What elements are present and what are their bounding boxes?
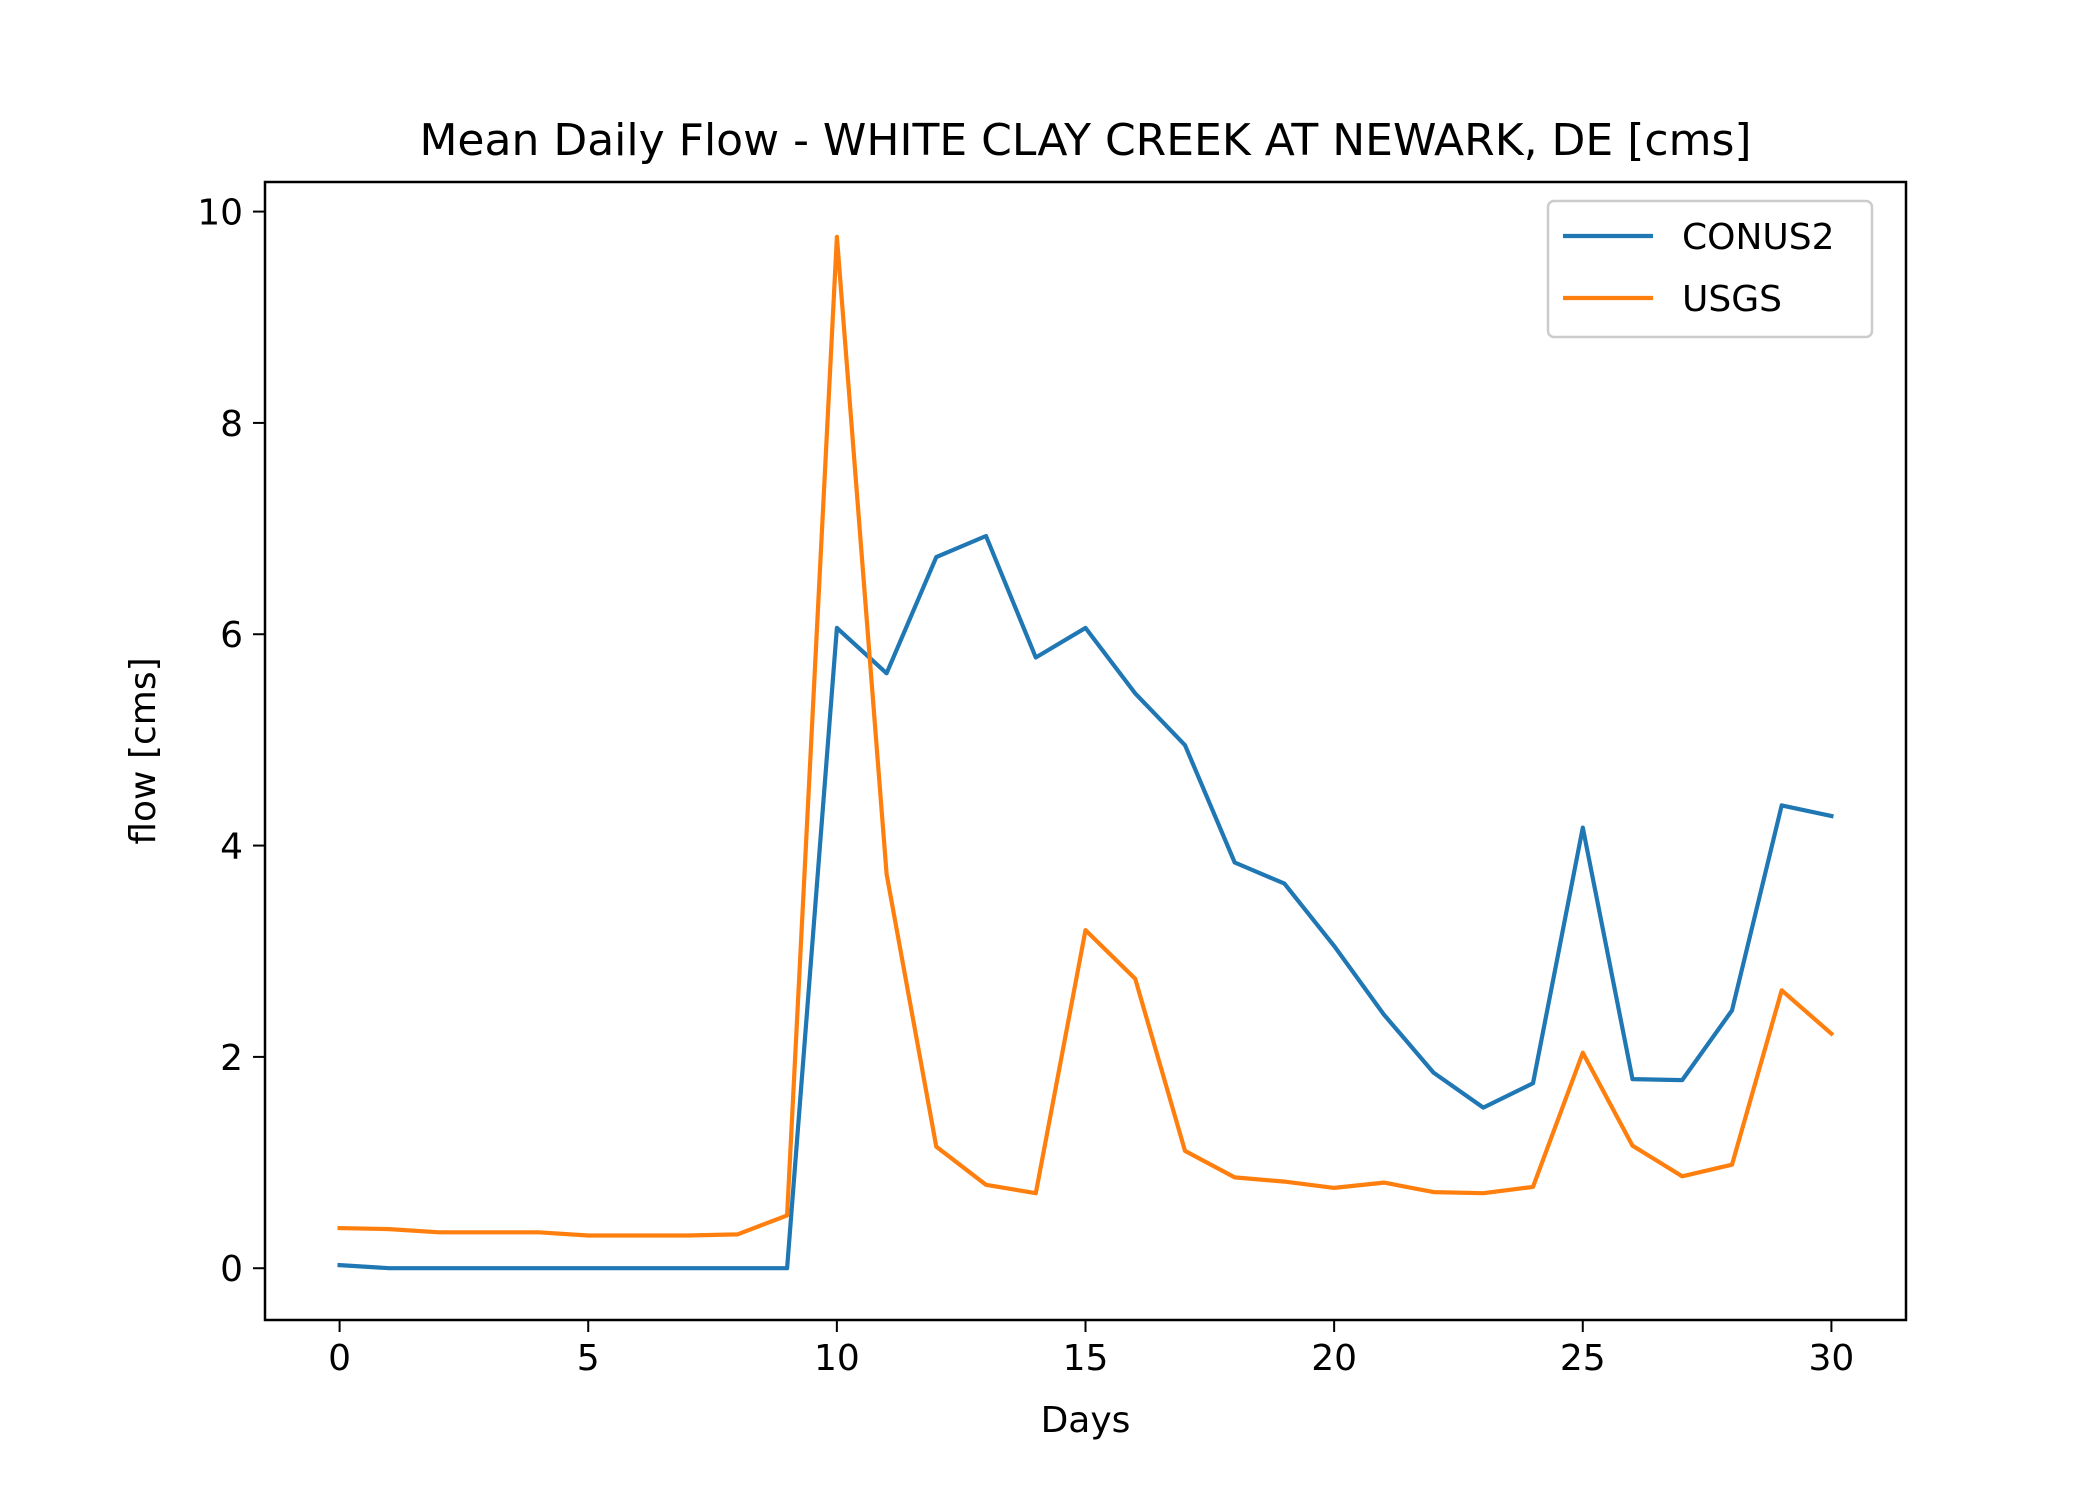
x-axis: 0 5 10 15 20 25 30 bbox=[328, 1320, 1854, 1379]
y-tick-label: 8 bbox=[220, 404, 243, 445]
series-line-conus2 bbox=[337, 533, 1834, 1271]
y-tick-label: 0 bbox=[220, 1249, 243, 1290]
legend: CONUS2 USGS bbox=[1546, 199, 1874, 339]
y-tick-label: 4 bbox=[220, 827, 243, 868]
x-axis-label: Days bbox=[1041, 1400, 1131, 1441]
chart-title: Mean Daily Flow - WHITE CLAY CREEK AT NE… bbox=[419, 115, 1751, 166]
x-tick-label: 5 bbox=[577, 1338, 600, 1379]
x-tick-label: 30 bbox=[1809, 1338, 1855, 1379]
x-tick-label: 15 bbox=[1063, 1338, 1109, 1379]
x-tick-label: 25 bbox=[1560, 1338, 1606, 1379]
legend-label-conus2: CONUS2 bbox=[1682, 217, 1835, 258]
y-tick-label: 10 bbox=[197, 193, 243, 234]
series-line-usgs bbox=[337, 234, 1835, 1238]
x-tick-label: 20 bbox=[1311, 1338, 1357, 1379]
y-axis-label: flow [cms] bbox=[123, 657, 164, 844]
y-tick-label: 2 bbox=[220, 1038, 243, 1079]
plot-lines bbox=[337, 234, 1835, 1271]
legend-label-usgs: USGS bbox=[1682, 279, 1782, 320]
x-tick-label: 10 bbox=[814, 1338, 860, 1379]
x-tick-label: 0 bbox=[328, 1338, 351, 1379]
y-axis: 0 2 4 6 8 10 bbox=[197, 193, 265, 1290]
y-tick-label: 6 bbox=[220, 615, 243, 656]
